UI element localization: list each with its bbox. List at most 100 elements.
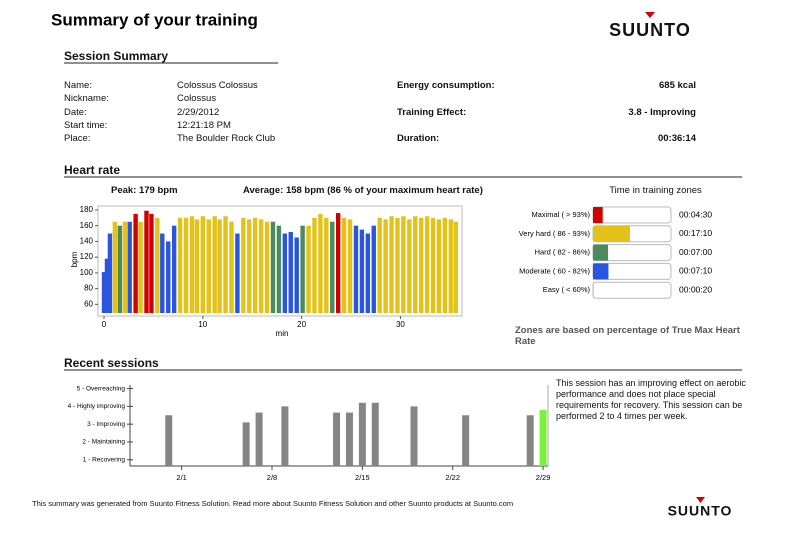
y-tick-label: 1 - Recovering: [83, 456, 126, 463]
brand-logo: SUUNTO: [609, 20, 691, 40]
hr-bar: [264, 221, 270, 313]
y-tick-label: 120: [80, 252, 94, 261]
x-tick-label: 2/8: [267, 473, 277, 482]
hr-bar: [347, 219, 353, 313]
hr-bar: [418, 217, 424, 313]
average: Average: 158 bpm (86 % of your maximum h…: [243, 185, 483, 196]
hr-bar: [160, 233, 165, 313]
hr-bar: [200, 216, 206, 313]
hr-bar: [183, 217, 189, 313]
y-tick-label: 60: [84, 299, 93, 308]
zone-time: 00:07:00: [679, 247, 712, 257]
x-tick-label: 10: [198, 320, 207, 329]
hr-bar: [171, 225, 177, 313]
section-title: Recent sessions: [64, 356, 159, 370]
field-label: Name:: [64, 80, 92, 91]
zone-label: Easy ( < 60%): [543, 285, 591, 294]
hr-bar: [389, 216, 394, 313]
zone-bar: [593, 282, 594, 299]
zone-bar: [593, 225, 630, 242]
zone-label: Moderate ( 60 - 82%): [519, 266, 590, 275]
metric-label: Energy consumption:: [397, 80, 495, 91]
hr-bar: [413, 216, 418, 313]
hr-bar: [324, 217, 329, 313]
y-tick-label: 100: [80, 268, 94, 277]
zone-bar: [593, 263, 609, 280]
hr-bar: [166, 241, 171, 313]
zone-time: 00:00:20: [679, 284, 712, 294]
hr-bar: [335, 213, 341, 313]
hr-bar: [300, 225, 305, 313]
x-tick-label: 20: [297, 320, 306, 329]
field-value: 2/29/2012: [177, 106, 220, 118]
session-bar: [539, 409, 547, 466]
y-tick-label: 5 - Overreaching: [77, 385, 126, 392]
logo-mark: [696, 497, 705, 503]
hr-bar: [407, 219, 412, 313]
hr-bar: [117, 225, 123, 313]
session-bar: [242, 422, 250, 466]
recent-text: This session has an improving effect on …: [556, 378, 746, 421]
x-tick-label: 2/15: [355, 473, 370, 482]
hr-bar: [144, 210, 149, 313]
field-label: Date:: [64, 106, 87, 118]
zone-bar: [593, 207, 603, 223]
field-value: Colossus Colossus: [177, 80, 258, 91]
hr-bar: [223, 216, 228, 313]
hr-bar: [107, 233, 113, 313]
session-bar: [371, 402, 379, 466]
field-label: Start time:: [64, 119, 108, 131]
hr-bar: [330, 221, 335, 313]
hr-bar: [138, 221, 143, 313]
hr-bar: [453, 221, 458, 313]
session-bar: [410, 406, 418, 466]
y-tick-label: 160: [80, 221, 94, 230]
zone-box: [592, 206, 672, 224]
hr-bar: [189, 216, 195, 313]
session-bar: [165, 415, 173, 466]
hr-bar: [282, 233, 288, 313]
metric-value: 3.8 - Improving: [628, 106, 696, 118]
metric-value: 685 kcal: [659, 80, 696, 91]
session-bar: [526, 415, 534, 466]
zones-title: Time in training zones: [609, 185, 702, 196]
zone-label: Very hard ( 86 - 93%): [519, 229, 591, 238]
x-axis-label: min: [276, 329, 289, 338]
y-tick-label: 4 - Highly improving: [68, 403, 126, 410]
zones-note: Zones are based on percentage of True Ma…: [515, 325, 740, 347]
field-label: Place:: [64, 133, 91, 145]
hr-bar: [312, 217, 317, 313]
hr-bar: [276, 225, 282, 313]
hr-bar: [448, 219, 454, 313]
field-label: Nickname:: [64, 93, 109, 105]
hr-bar: [365, 233, 371, 313]
metric-value: 00:36:14: [657, 133, 696, 145]
hr-bar: [177, 217, 183, 313]
zone-time: 00:04:30: [679, 209, 712, 219]
x-tick-label: 2/1: [176, 473, 186, 482]
hr-bar: [306, 225, 311, 313]
y-tick-label: 2 - Maintaining: [82, 439, 125, 446]
brand-logo: SUUNTO: [668, 503, 733, 519]
hr-bar: [212, 216, 217, 313]
hr-bar: [104, 258, 110, 313]
hr-bar: [424, 216, 430, 313]
hr-bar: [206, 219, 211, 313]
logo-mark: [645, 12, 655, 18]
hr-bar: [377, 217, 382, 313]
section-title: Heart rate: [64, 163, 121, 177]
session-bar: [462, 415, 470, 466]
session-bar: [281, 406, 289, 466]
hr-bar: [149, 213, 154, 313]
section-title: Session Summary: [64, 49, 169, 63]
hr-bar: [252, 217, 258, 313]
hr-bar: [341, 217, 347, 313]
y-tick-label: 140: [80, 237, 94, 246]
hr-bar: [294, 237, 299, 313]
zone-label: Hard ( 82 - 86%): [535, 248, 591, 257]
hr-bar: [241, 217, 246, 313]
session-bar: [255, 412, 263, 466]
hr-bar: [288, 231, 293, 313]
